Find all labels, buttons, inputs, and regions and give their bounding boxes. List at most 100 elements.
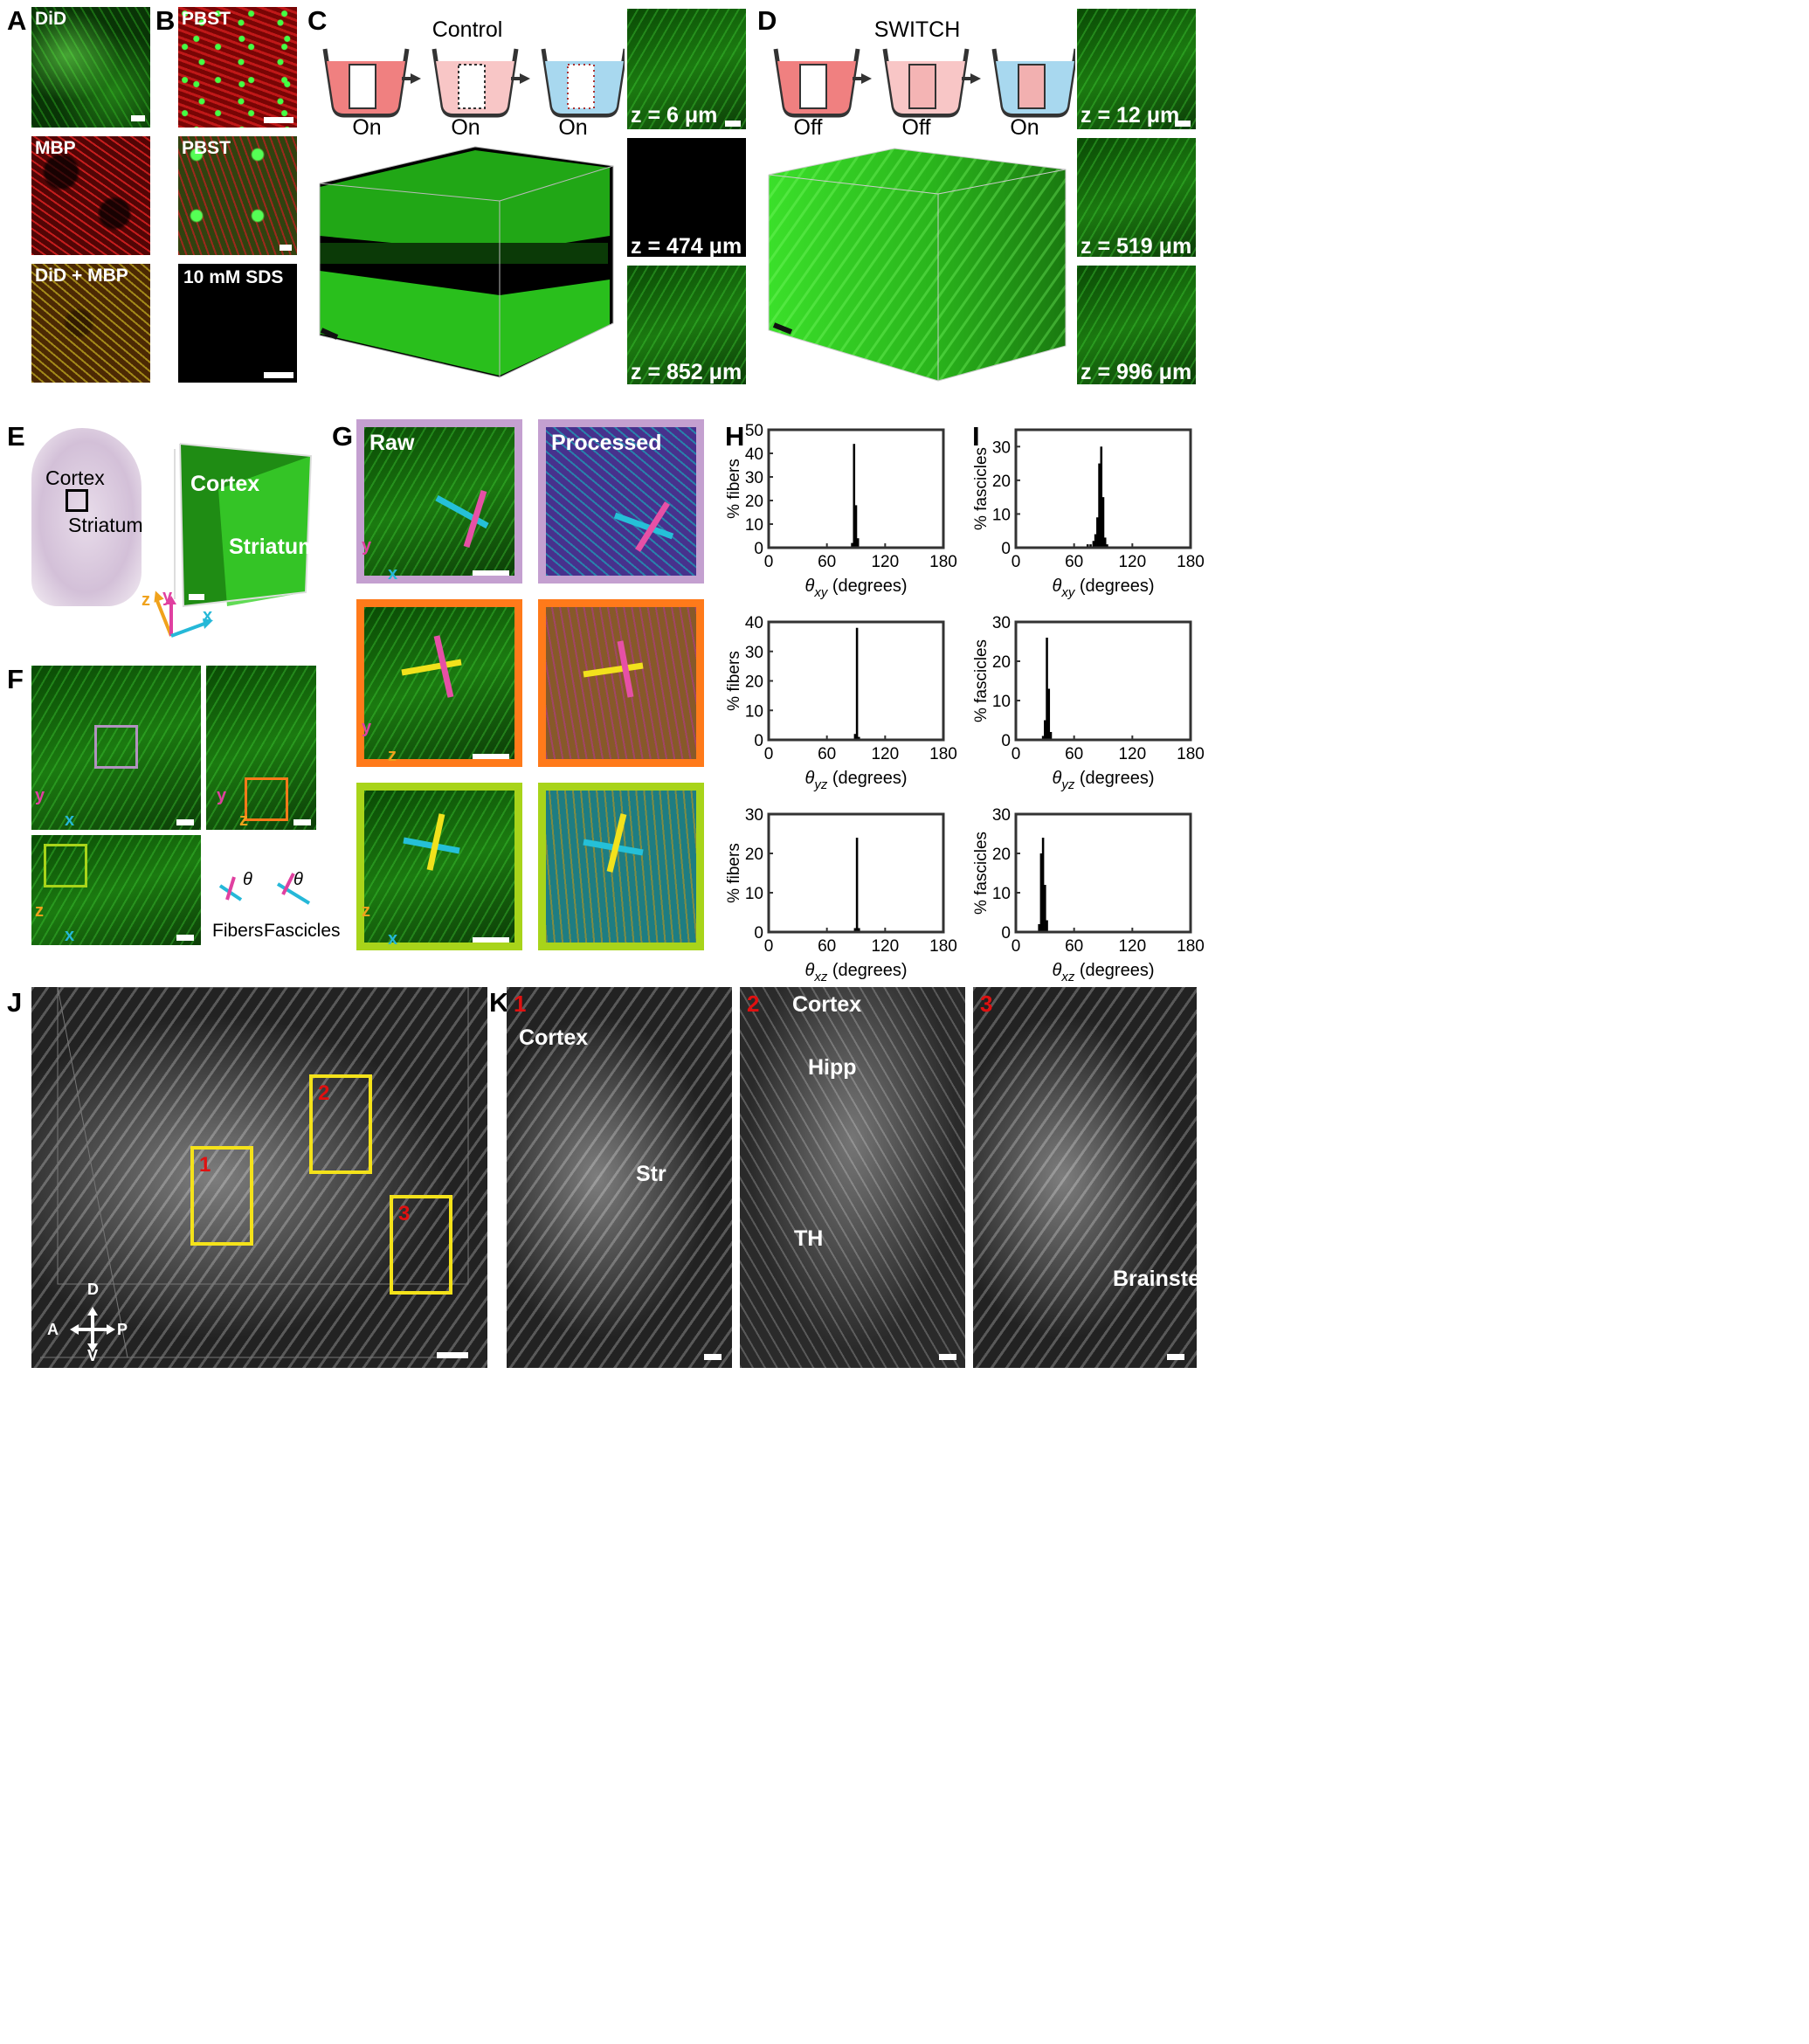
switch-state-2: Off [901, 115, 931, 140]
x-tick-label: 180 [1177, 553, 1205, 571]
scale-bar [1175, 121, 1191, 127]
roi-box-purple [94, 725, 138, 769]
arrow-icon [411, 73, 421, 84]
y-tick-label: 30 [745, 469, 763, 487]
plot-frame [767, 428, 945, 549]
switch-volume-render [768, 148, 1067, 382]
sds-image: 10 mM SDS [178, 264, 297, 383]
y-tick-label: 50 [745, 422, 763, 440]
brain-section-image [31, 428, 142, 606]
f-yz-image [206, 666, 316, 830]
histogram-bar [858, 928, 860, 932]
legend-fascicles: Fascicles [264, 921, 341, 941]
y-axis-label: % fibers [725, 651, 743, 711]
panel-label-f: F [7, 664, 24, 694]
panel-label-a: A [7, 5, 27, 36]
y-axis-label: % fascicles [972, 447, 991, 530]
g-orientation-lines [401, 489, 674, 873]
mbp-label: MBP [35, 138, 76, 158]
did-mbp-image: DiD + MBP [31, 264, 150, 383]
y-tick-label: 0 [754, 924, 763, 943]
panel-label-k: K [489, 987, 509, 1018]
histogram-i-xy: 0 10 20 30 0 60 120 180 % fascicles θxy (degrees) [963, 421, 1208, 618]
axes-icon [154, 590, 213, 638]
control-slice-2-label: z = 474 μm [631, 234, 742, 257]
g-raw-yz [356, 599, 522, 767]
plot-frame [767, 812, 945, 934]
histogram-bar [1044, 885, 1046, 932]
x-tick-label: 60 [818, 553, 836, 571]
control-slice-3-label: z = 852 μm [631, 360, 742, 384]
tube-2 [882, 48, 970, 118]
roi-number-2: 2 [318, 1081, 330, 1105]
x-tick-label: 180 [1177, 745, 1205, 763]
cortex-label-left: Cortex [45, 466, 105, 489]
y-tick-label: 0 [754, 540, 763, 558]
tube-3 [991, 48, 1075, 118]
f-axis-z-3: z [35, 901, 44, 921]
scale-bar [131, 115, 145, 121]
y-axis-label: % fascicles [972, 639, 991, 722]
control-state-1: On [352, 115, 382, 140]
g-axis-z-3: z [362, 901, 370, 921]
switch-slice-1: z = 12 μm [1077, 9, 1196, 129]
legend-fibers: Fibers [212, 921, 264, 941]
x-tick-label: 120 [1118, 937, 1146, 956]
scale-bar [437, 1352, 468, 1358]
switch-state-3: On [1010, 115, 1039, 140]
theta-symbol-2: θ [293, 870, 303, 889]
control-slice-1-label: z = 6 μm [631, 103, 718, 128]
histogram-bar [854, 505, 858, 548]
histogram-bar [1094, 534, 1097, 548]
x-tick-label: 60 [1065, 553, 1083, 571]
roi-box-1: 1 [190, 1146, 253, 1246]
scale-bar [264, 372, 293, 378]
y-tick-label: 0 [1001, 732, 1011, 750]
control-schematic [322, 48, 625, 118]
k-number-3: 3 [980, 991, 993, 1017]
k2-cortex-label: Cortex [792, 992, 862, 1017]
panel-label-h: H [725, 421, 745, 452]
y-tick-label: 0 [754, 732, 763, 750]
scale-bar [772, 322, 793, 335]
scale-bar [280, 245, 292, 251]
x-tick-label: 0 [764, 937, 774, 956]
histogram-bar [1092, 541, 1095, 548]
y-tick-label: 10 [992, 693, 1011, 711]
histogram-bar [1049, 732, 1053, 740]
tube-1 [322, 48, 410, 118]
tube-1 [773, 48, 860, 118]
g-processed-yz [538, 599, 704, 767]
y-tick-label: 10 [745, 885, 763, 903]
panel-label-b: B [155, 5, 176, 36]
f-axis-x-1: x [65, 811, 75, 830]
switch-slice-2: z = 519 μm [1077, 138, 1196, 257]
control-slice-1: z = 6 μm [627, 9, 746, 129]
x-tick-label: 60 [818, 745, 836, 763]
plot-frame [1014, 428, 1192, 549]
histogram-bar [1039, 853, 1043, 932]
panel-label-j: J [7, 987, 23, 1018]
sds-label: 10 mM SDS [183, 267, 284, 287]
plot-frame [1014, 620, 1192, 742]
plot-frame [1014, 812, 1192, 934]
pbst-label-1: PBST [182, 9, 231, 29]
histogram-svg: 0 10 20 30 0 60 120 180 % fascicles θxz (degrees) [972, 806, 1205, 984]
histogram-svg: 0 10 20 30 0 60 120 180 % fascicles θyz (degrees) [972, 614, 1205, 792]
g-processed-xy: Processed [538, 419, 704, 584]
histogram-bar [853, 444, 856, 548]
y-tick-label: 20 [992, 653, 1011, 672]
scale-bar [176, 935, 194, 941]
switch-slice-1-label: z = 12 μm [1081, 103, 1180, 128]
pbst-image-1: PBST [178, 7, 297, 128]
f-axis-y-1: y [35, 786, 45, 805]
k-region-2: 2 Cortex Hipp TH [740, 987, 965, 1368]
y-tick-label: 40 [745, 614, 763, 632]
did-label: DiD [35, 9, 67, 29]
pbst-image-2: PBST [178, 136, 297, 255]
y-tick-label: 10 [745, 516, 763, 535]
y-tick-label: 10 [992, 506, 1011, 524]
scale-bar [704, 1354, 722, 1360]
y-tick-label: 20 [992, 846, 1011, 864]
